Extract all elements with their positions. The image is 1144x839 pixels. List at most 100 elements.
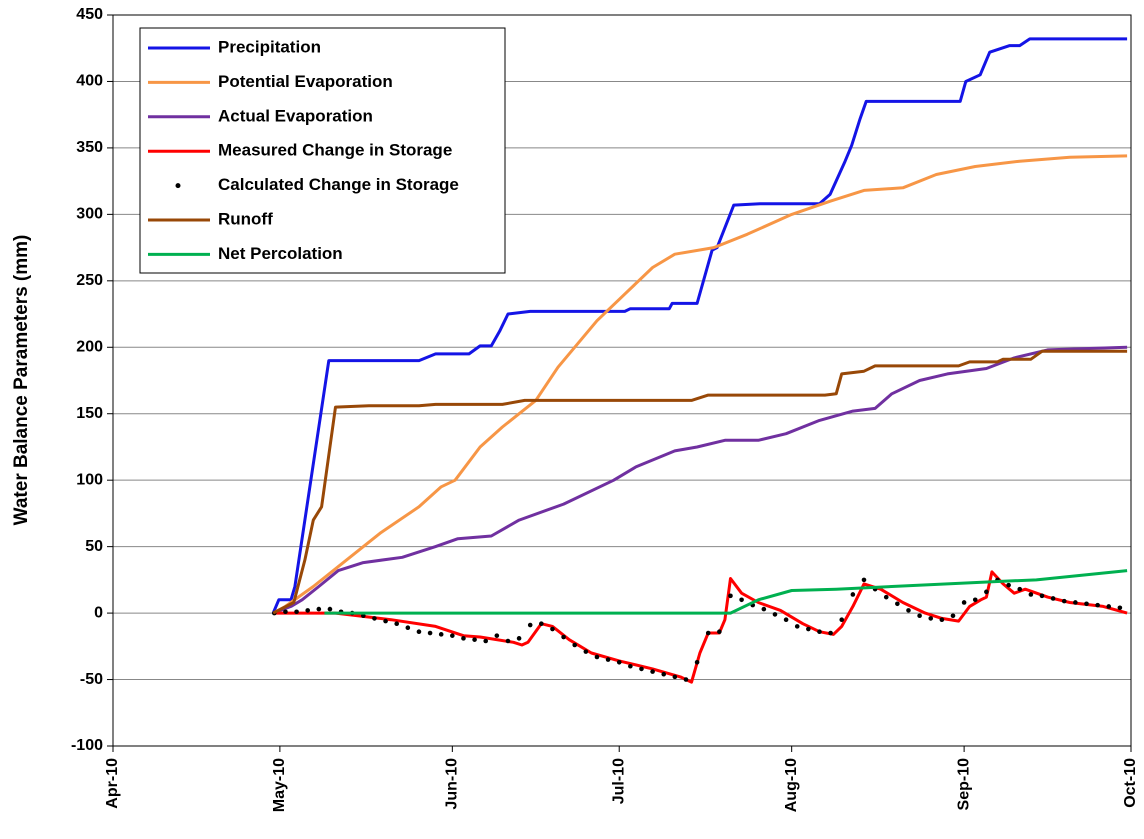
data-point [283, 609, 288, 615]
data-point [572, 642, 578, 648]
x-tick-label: Jun-10 [444, 758, 461, 810]
data-point [316, 606, 322, 612]
data-point [639, 666, 644, 672]
x-tick-label: Jul-10 [610, 758, 627, 804]
data-point [472, 637, 477, 642]
data-point [1095, 602, 1100, 608]
data-point [594, 654, 600, 660]
data-point [539, 621, 544, 627]
data-point [883, 594, 889, 600]
data-point [739, 597, 744, 603]
y-tick-label: 50 [85, 538, 103, 555]
data-point [984, 589, 989, 595]
data-point [494, 633, 500, 638]
y-tick-label: -50 [80, 671, 103, 688]
data-point [861, 577, 867, 583]
data-point [828, 630, 833, 636]
data-point [728, 593, 733, 599]
data-point [516, 636, 522, 641]
legend-marker [175, 183, 181, 189]
x-tick-label: Aug-10 [783, 758, 800, 812]
y-tick-label: 100 [76, 471, 103, 488]
series-line [272, 154, 1128, 615]
data-point [961, 600, 967, 605]
data-point [561, 634, 566, 640]
x-tick-label: Apr-10 [104, 758, 121, 809]
series-line [271, 37, 1128, 614]
data-point [794, 624, 800, 629]
y-tick-label: 0 [94, 604, 103, 621]
data-point [294, 609, 299, 615]
data-point [950, 613, 956, 619]
plot-frame [112, 14, 1132, 747]
series-line [324, 569, 1128, 615]
data-point [1017, 586, 1023, 592]
data-point [483, 638, 489, 644]
data-point [1061, 598, 1067, 604]
y-tick-label: 350 [76, 139, 103, 156]
data-point [616, 659, 622, 665]
data-point [772, 612, 778, 617]
data-point [450, 633, 455, 638]
data-point [694, 659, 700, 665]
data-point [416, 629, 422, 634]
y-tick-label: 300 [76, 206, 103, 223]
data-point [305, 608, 310, 613]
legend-label: Net Percolation [218, 244, 343, 263]
data-point [527, 622, 533, 628]
data-point [1039, 593, 1045, 599]
data-point [1073, 600, 1078, 605]
data-point [661, 671, 667, 677]
legend-label: Calculated Change in Storage [218, 175, 459, 194]
data-point [583, 649, 589, 654]
data-point [972, 597, 978, 603]
data-point [895, 601, 900, 607]
data-point [806, 626, 811, 632]
x-tick-label: Sep-10 [955, 758, 972, 811]
data-point [839, 617, 845, 623]
y-tick-label: 250 [76, 272, 103, 289]
x-tick-label: May-10 [271, 758, 288, 812]
data-point [628, 663, 633, 669]
x-tick-label: Oct-10 [1122, 758, 1139, 808]
data-point [672, 674, 678, 680]
data-point [817, 629, 822, 634]
data-point [427, 630, 433, 636]
data-point [917, 613, 922, 619]
data-point [906, 608, 911, 613]
data-point [850, 592, 856, 597]
series-line [273, 570, 1128, 684]
data-point [717, 629, 722, 634]
data-point [650, 669, 655, 674]
data-point [1106, 604, 1112, 609]
y-tick-label: 400 [76, 73, 103, 90]
data-point [1028, 592, 1034, 597]
legend-label: Runoff [218, 209, 273, 228]
data-point [928, 616, 934, 621]
data-point [394, 621, 400, 627]
data-point [372, 616, 377, 621]
data-point [605, 657, 611, 662]
data-point [783, 617, 789, 623]
data-point [1050, 596, 1056, 601]
legend-label: Potential Evaporation [218, 72, 393, 91]
series-line [272, 349, 1128, 615]
y-tick-label: 450 [76, 6, 103, 23]
data-point [683, 677, 689, 682]
legend-label: Measured Change in Storage [218, 141, 452, 160]
data-point [1084, 601, 1089, 607]
data-point [550, 626, 555, 632]
data-point [505, 638, 511, 644]
y-tick-label: -100 [71, 737, 103, 754]
data-point [438, 632, 444, 637]
data-point [1006, 582, 1011, 588]
data-point [383, 618, 388, 624]
series-line [272, 345, 1128, 615]
data-point [327, 606, 333, 612]
legend-label: Actual Evaporation [218, 106, 373, 125]
data-point [939, 617, 945, 623]
data-point [405, 625, 411, 631]
data-point [761, 606, 767, 612]
y-axis-title: Water Balance Parameters (mm) [11, 235, 32, 526]
